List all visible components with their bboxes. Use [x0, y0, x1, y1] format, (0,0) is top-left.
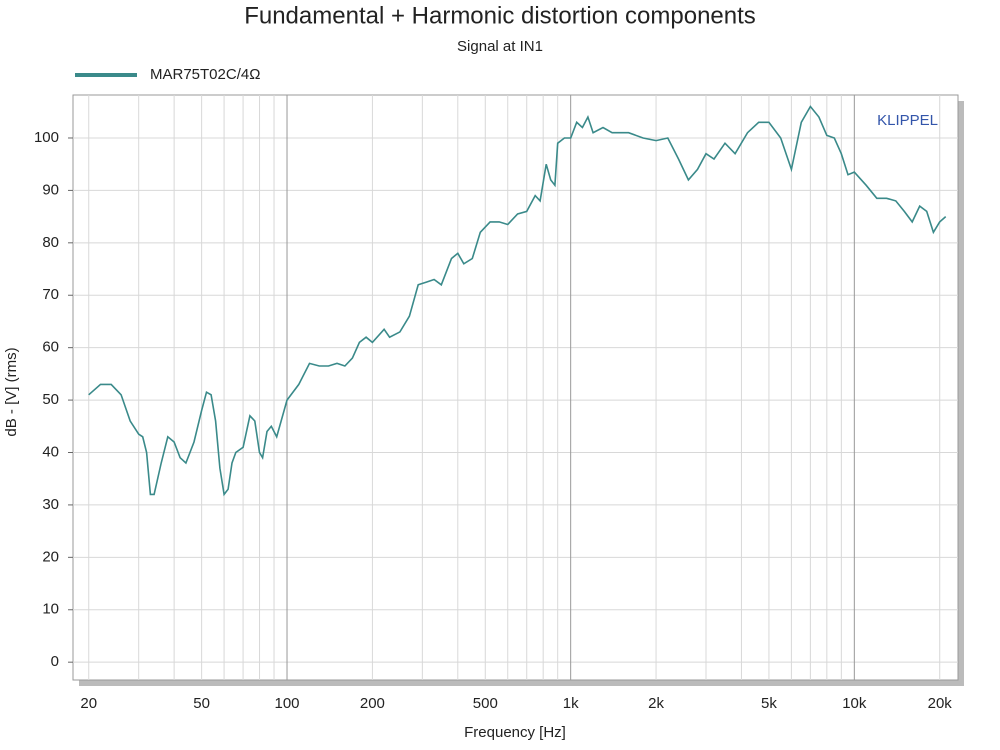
- y-tick-label: 90: [42, 181, 59, 198]
- x-tick-label: 20: [80, 695, 97, 712]
- x-axis-title: Frequency [Hz]: [464, 724, 566, 741]
- y-tick-label: 60: [42, 339, 59, 356]
- y-tick-label: 0: [51, 653, 59, 670]
- x-tick-label: 20k: [928, 695, 953, 712]
- x-tick-label: 5k: [761, 695, 777, 712]
- y-tick-label: 10: [42, 601, 59, 618]
- y-tick-label: 30: [42, 496, 59, 513]
- chart-subtitle: Signal at IN1: [457, 38, 543, 55]
- y-tick-label: 100: [34, 129, 59, 146]
- x-tick-label: 2k: [648, 695, 664, 712]
- legend-label: MAR75T02C/4Ω: [150, 66, 260, 83]
- x-tick-label: 1k: [563, 695, 579, 712]
- y-tick-label: 70: [42, 286, 59, 303]
- y-axis-title: dB - [V] (rms): [3, 347, 20, 436]
- y-tick-label: 80: [42, 234, 59, 251]
- y-tick-label: 50: [42, 391, 59, 408]
- y-tick-label: 20: [42, 548, 59, 565]
- x-tick-label: 500: [473, 695, 498, 712]
- x-tick-label: 10k: [842, 695, 867, 712]
- chart-title: Fundamental + Harmonic distortion compon…: [244, 2, 756, 29]
- plot-area: [72, 94, 959, 681]
- data-line: [88, 105, 947, 497]
- annotation: KLIPPEL: [877, 112, 938, 129]
- y-tick-label: 40: [42, 443, 59, 460]
- x-tick-label: 50: [193, 695, 210, 712]
- x-tick-label: 200: [360, 695, 385, 712]
- x-tick-label: 100: [274, 695, 299, 712]
